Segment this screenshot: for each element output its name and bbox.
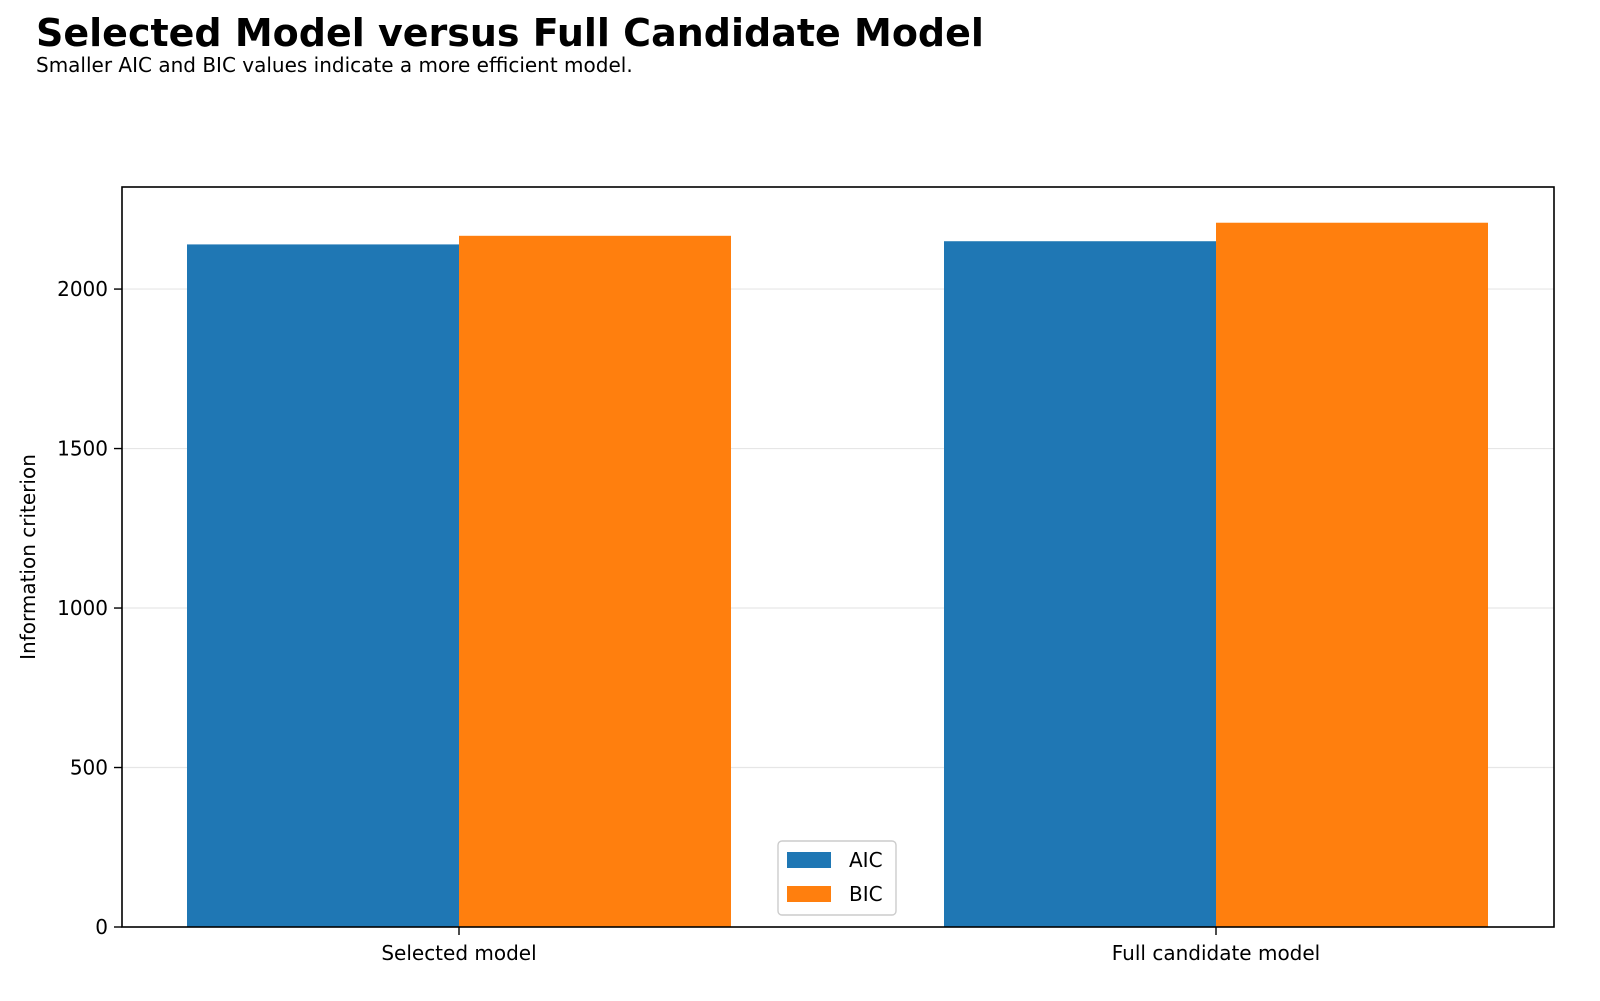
bar-bic-full-candidate-model [1216, 222, 1488, 928]
x-axis-ticks: Selected model Full candidate model [381, 927, 1320, 965]
y-tick-label: 0 [95, 915, 108, 939]
legend-label-bic: BIC [849, 882, 883, 906]
legend: AIC BIC [777, 840, 897, 916]
bars [187, 222, 1488, 928]
legend-swatch-aic [787, 852, 831, 868]
y-tick-label: 500 [70, 756, 108, 780]
y-tick-label: 2000 [57, 277, 108, 301]
legend-label-aic: AIC [849, 848, 883, 872]
legend-swatch-bic [787, 886, 831, 902]
y-axis-label: Information criterion [16, 454, 40, 660]
y-axis-ticks: 0 500 1000 1500 2000 [57, 277, 122, 939]
bar-aic-full-candidate-model [944, 241, 1216, 928]
x-tick-label: Full candidate model [1112, 941, 1320, 965]
y-tick-label: 1500 [57, 437, 108, 461]
chart-title: Selected Model versus Full Candidate Mod… [36, 11, 984, 55]
chart-subtitle: Smaller AIC and BIC values indicate a mo… [36, 53, 633, 77]
bar-aic-selected-model [187, 244, 459, 927]
bar-bic-selected-model [459, 235, 731, 927]
x-tick-label: Selected model [381, 941, 536, 965]
plot-frame [121, 186, 1555, 928]
y-tick-label: 1000 [57, 596, 108, 620]
